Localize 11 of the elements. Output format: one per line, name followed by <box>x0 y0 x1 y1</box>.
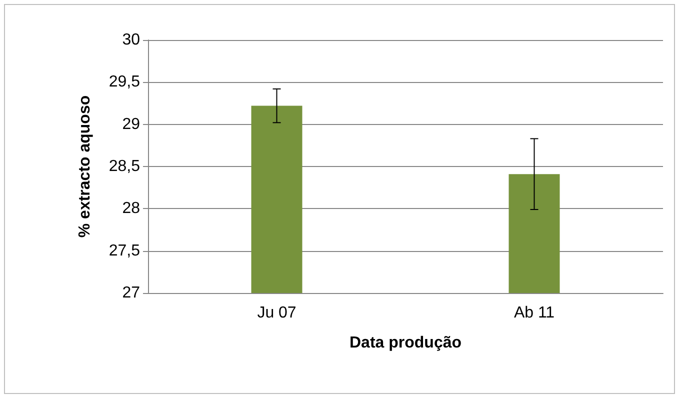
x-tick-label: Ju 07 <box>257 304 296 322</box>
y-tick-label: 29,5 <box>108 74 140 91</box>
y-tick-label: 27 <box>122 284 140 302</box>
y-axis-title: % extracto aquoso <box>76 95 94 238</box>
y-tick-label: 28 <box>122 200 140 218</box>
y-tick-label: 30 <box>122 32 140 48</box>
x-axis-title: Data produção <box>349 334 462 352</box>
x-tick-label: Ab 11 <box>514 304 555 322</box>
y-tick-label: 29 <box>122 116 140 133</box>
y-tick-label: 28,5 <box>108 158 140 175</box>
y-tick-label: 27,5 <box>108 242 140 260</box>
